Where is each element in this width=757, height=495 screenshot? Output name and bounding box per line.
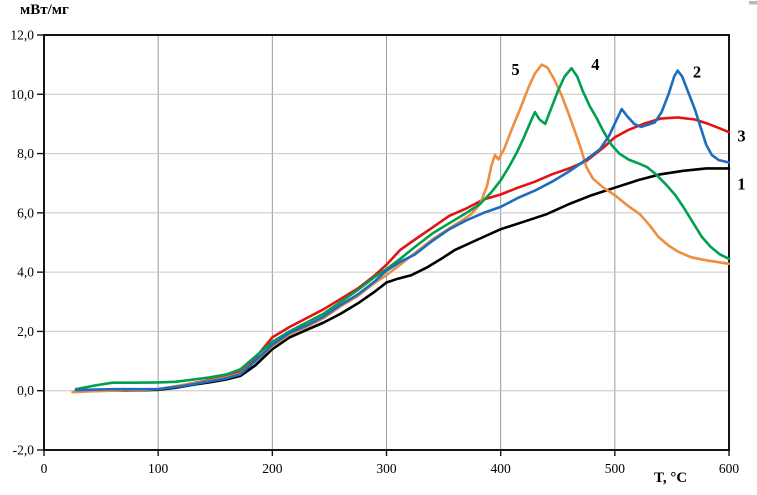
y-tick-label-10: 10,0 (10, 87, 34, 102)
y-tick-label--2: -2,0 (13, 443, 35, 458)
axis-ticks (37, 34, 730, 456)
series-line-1 (74, 167, 731, 393)
series-label-1: 1 (737, 174, 745, 193)
corner-artifact (749, 1, 757, 5)
series-line-3 (74, 116, 731, 393)
y-axis-title: мВт/мг (20, 2, 69, 18)
series-label-4: 4 (591, 55, 599, 74)
x-tick-label-200: 200 (262, 461, 283, 476)
x-tick-label-400: 400 (491, 461, 512, 476)
x-tick-label-500: 500 (605, 461, 626, 476)
series-line-2 (74, 69, 731, 392)
y-tick-label-6: 6,0 (17, 205, 34, 220)
y-tick-label-4: 4,0 (17, 265, 34, 280)
series-line-5 (71, 63, 731, 394)
y-tick-label-2: 2,0 (17, 324, 34, 339)
y-tick-label-12: 12,0 (10, 28, 34, 43)
x-tick-label-0: 0 (41, 461, 48, 476)
series-line-4 (74, 66, 731, 391)
gridlines (44, 35, 729, 450)
series-label-3: 3 (737, 126, 745, 145)
y-tick-label-8: 8,0 (17, 146, 34, 161)
series-label-5: 5 (511, 60, 519, 79)
y-tick-label-0: 0,0 (17, 383, 34, 398)
series-number-labels: 5 4 2 3 1 (511, 55, 745, 193)
tick-labels: -2,0 0,0 2,0 4,0 6,0 8,0 10,0 12,0 0 100 200 300 400… (10, 28, 739, 477)
x-tick-label-100: 100 (148, 461, 169, 476)
series-label-2: 2 (693, 62, 701, 81)
x-tick-label-600: 600 (719, 461, 740, 476)
x-tick-label-300: 300 (376, 461, 397, 476)
x-axis-title: T, °C (654, 470, 687, 486)
series-lines (71, 63, 731, 394)
